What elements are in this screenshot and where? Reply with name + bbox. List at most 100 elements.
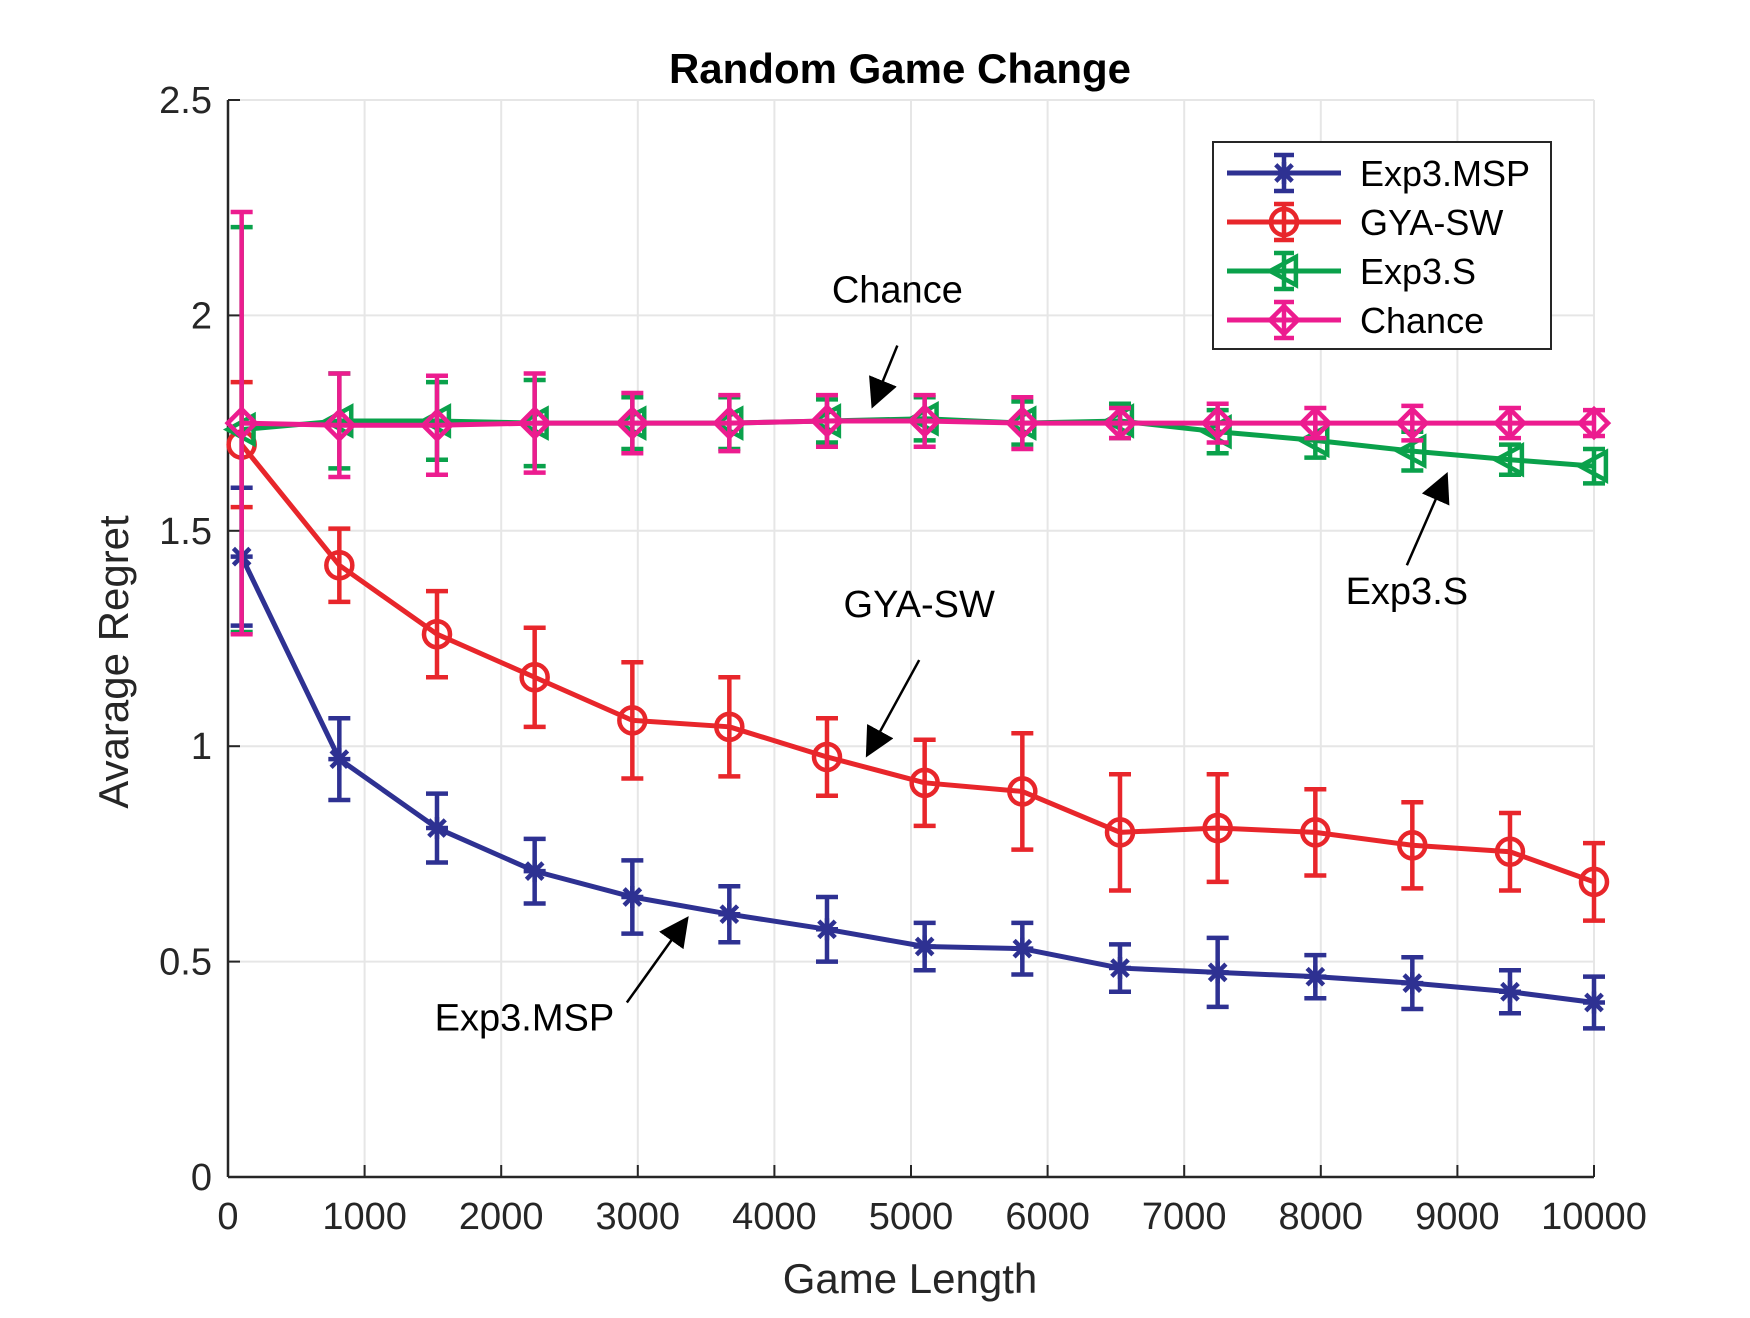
x-tick-label: 9000	[1415, 1196, 1500, 1238]
annotations: Chance Exp3.S GYA-SW Exp3.MSP	[435, 269, 1468, 1039]
data-point	[913, 935, 936, 958]
x-tick-label: 7000	[1142, 1196, 1227, 1238]
data-point-stroke	[329, 749, 350, 769]
legend-marker	[1265, 253, 1299, 289]
y-tick-label: 1.5	[159, 511, 212, 553]
legend-label: GYA-SW	[1360, 202, 1503, 243]
x-tick-label: 8000	[1279, 1196, 1364, 1238]
x-tick-label: 0	[217, 1196, 238, 1238]
annotation-label: GYA-SW	[844, 584, 995, 626]
data-point-stroke	[622, 887, 643, 907]
annotation-arrow	[865, 659, 921, 758]
legend-item: Exp3.S	[1227, 250, 1476, 292]
legend-marker	[1266, 302, 1302, 338]
annotation-arrow	[869, 345, 899, 409]
data-point	[517, 405, 552, 441]
axes: 0 1000 2000 3000 4000 5000 6000 7000 8000 9000 100…	[159, 80, 1647, 1238]
data-point	[1397, 830, 1428, 861]
annotation-label: Exp3.S	[1346, 571, 1469, 613]
x-axis-label: Game Length	[783, 1255, 1038, 1302]
series-line	[241, 418, 1594, 428]
data-point	[1575, 448, 1609, 484]
legend-marker-stroke	[1274, 163, 1294, 183]
data-point	[1200, 405, 1235, 441]
data-point	[1395, 405, 1430, 441]
data-point-stroke	[524, 861, 545, 881]
data-point	[712, 405, 747, 441]
y-tick-label: 2.5	[159, 80, 212, 122]
annotation: GYA-SW	[844, 584, 995, 758]
legend-item: Chance	[1227, 299, 1484, 341]
y-tick-label: 1	[191, 726, 212, 768]
x-tick-label: 2000	[459, 1196, 544, 1238]
data-point	[1393, 433, 1427, 469]
legend: Exp3.MSP GYA-SW Exp3.S Chance	[1212, 141, 1552, 350]
x-tick-label: 4000	[732, 1196, 817, 1238]
data-point-stroke	[1110, 958, 1130, 978]
data-point-stroke	[817, 919, 837, 940]
series	[222, 209, 1612, 1031]
x-tick-label: 3000	[596, 1196, 681, 1238]
data-point	[224, 405, 259, 441]
data-point	[1206, 961, 1229, 984]
y-axis-label: Avarage Regret	[90, 515, 137, 809]
data-point	[1011, 937, 1034, 960]
data-point	[1491, 441, 1525, 478]
legend-marker	[1273, 162, 1295, 184]
data-point	[1005, 405, 1040, 441]
series-gya-sw	[226, 379, 1610, 923]
data-point-stroke	[1500, 981, 1520, 1002]
data-point	[714, 711, 745, 743]
y-tick-label: 2	[191, 295, 212, 337]
legend-item: GYA-SW	[1227, 201, 1503, 243]
series-chance	[224, 209, 1612, 637]
data-point	[621, 885, 644, 908]
annotation-label: Exp3.MSP	[435, 998, 615, 1040]
data-point	[519, 662, 550, 693]
data-point-stroke	[1305, 966, 1326, 987]
data-point	[1492, 405, 1528, 441]
data-point	[419, 408, 455, 443]
data-point-stroke	[1207, 962, 1228, 983]
data-point	[718, 903, 741, 926]
data-point	[328, 748, 351, 771]
data-point-stroke	[1402, 973, 1423, 993]
data-point	[1498, 980, 1521, 1003]
data-point	[815, 918, 838, 941]
data-point	[811, 741, 843, 773]
data-point	[324, 550, 355, 581]
data-point	[615, 405, 650, 441]
x-tick-label: 1000	[322, 1196, 407, 1238]
data-point-stroke	[914, 936, 935, 957]
data-point-stroke	[1584, 992, 1604, 1013]
data-point	[907, 403, 942, 439]
data-point	[1578, 866, 1610, 898]
legend-marker	[1268, 206, 1300, 238]
data-point	[909, 767, 940, 799]
y-tick-label: 0.5	[159, 942, 212, 984]
data-point	[1104, 817, 1136, 848]
data-point	[809, 403, 845, 439]
data-point	[1102, 405, 1138, 441]
annotation-arrow	[1405, 472, 1450, 566]
data-point	[1401, 972, 1424, 995]
annotation: Chance	[832, 269, 963, 409]
legend-item: Exp3.MSP	[1227, 152, 1530, 194]
data-point-stroke	[719, 904, 740, 925]
y-tick-label: 0	[191, 1157, 212, 1199]
x-tick-label: 10000	[1541, 1196, 1647, 1238]
data-point	[322, 408, 357, 443]
data-point-stroke	[427, 818, 447, 838]
data-point	[523, 860, 546, 883]
data-point	[1202, 812, 1233, 844]
chart-title: Random Game Change	[669, 45, 1131, 92]
legend-label: Exp3.S	[1360, 251, 1476, 292]
annotation: Exp3.S	[1346, 472, 1469, 613]
legend-label: Chance	[1360, 300, 1484, 341]
data-point	[617, 705, 648, 736]
series-line	[239, 443, 1595, 885]
data-point	[421, 618, 453, 650]
data-point	[1007, 776, 1038, 807]
data-point	[425, 817, 448, 840]
